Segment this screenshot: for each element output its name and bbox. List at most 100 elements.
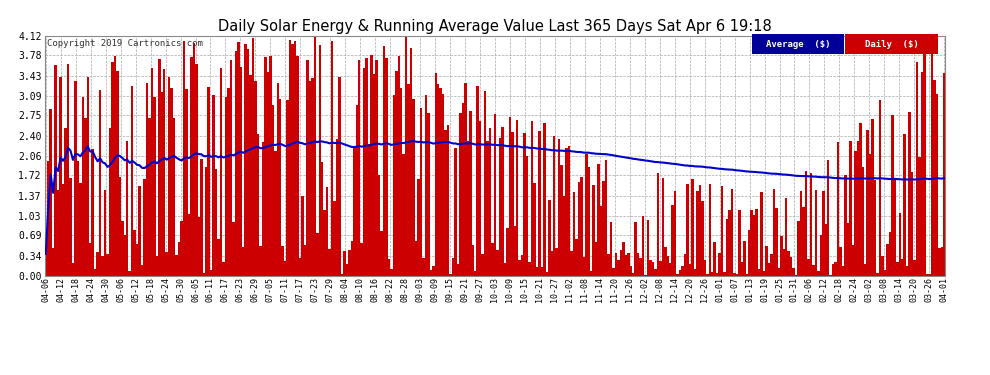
Bar [126, 141, 129, 276]
Bar [743, 241, 745, 276]
Bar [190, 57, 193, 276]
Bar [617, 260, 620, 276]
Bar [69, 178, 71, 276]
Bar [637, 253, 640, 276]
Bar [924, 51, 926, 276]
Bar [375, 60, 378, 276]
Bar [842, 266, 844, 276]
Bar [555, 248, 558, 276]
Bar [398, 56, 400, 276]
Bar [81, 97, 84, 276]
Bar [851, 245, 854, 276]
Bar [755, 209, 758, 276]
Bar [706, 274, 709, 276]
Bar [435, 73, 437, 276]
Bar [136, 244, 139, 276]
Bar [410, 48, 412, 276]
Bar [301, 196, 304, 276]
Bar [309, 81, 311, 276]
Bar [595, 242, 597, 276]
Bar [51, 248, 54, 276]
Bar [753, 215, 755, 276]
Bar [218, 239, 220, 276]
Bar [792, 268, 795, 276]
Bar [251, 38, 254, 276]
Bar [163, 69, 165, 276]
Bar [86, 77, 89, 276]
Bar [373, 74, 375, 276]
Bar [271, 105, 274, 276]
Bar [215, 170, 218, 276]
Bar [940, 248, 943, 276]
Bar [625, 255, 627, 276]
Bar [785, 198, 787, 276]
Bar [825, 224, 827, 276]
Bar [539, 131, 541, 276]
Bar [568, 146, 570, 276]
Bar [321, 162, 324, 276]
Bar [165, 252, 168, 276]
Text: Daily  ($): Daily ($) [864, 40, 919, 49]
Bar [451, 258, 454, 276]
Bar [96, 252, 99, 276]
Bar [879, 100, 881, 276]
Bar [622, 242, 625, 276]
Bar [124, 235, 126, 276]
Bar [407, 84, 410, 276]
Bar [329, 249, 331, 276]
Bar [689, 264, 691, 276]
Bar [699, 185, 701, 276]
Bar [524, 133, 526, 276]
Bar [558, 139, 560, 276]
Bar [859, 123, 861, 276]
Bar [74, 81, 76, 276]
Bar [494, 114, 496, 276]
Bar [334, 201, 336, 276]
Bar [47, 161, 50, 276]
Bar [820, 235, 822, 276]
Bar [417, 179, 420, 276]
Bar [227, 88, 230, 276]
Bar [440, 88, 442, 276]
Bar [230, 60, 232, 276]
Text: Copyright 2019 Cartronics.com: Copyright 2019 Cartronics.com [47, 39, 202, 48]
Title: Daily Solar Energy & Running Average Value Last 365 Days Sat Apr 6 19:18: Daily Solar Energy & Running Average Val… [218, 20, 772, 34]
Bar [640, 258, 642, 276]
Bar [679, 270, 681, 276]
Bar [592, 185, 595, 276]
Bar [886, 244, 889, 276]
Bar [378, 175, 380, 276]
Bar [763, 271, 765, 276]
Bar [929, 274, 931, 276]
Bar [580, 177, 583, 276]
Bar [506, 228, 509, 276]
Bar [415, 241, 417, 276]
Bar [612, 268, 615, 276]
Bar [585, 154, 587, 276]
Bar [235, 51, 237, 276]
Bar [240, 67, 242, 276]
Bar [296, 56, 299, 276]
Bar [894, 178, 896, 276]
Bar [627, 253, 630, 276]
Bar [871, 118, 874, 276]
Bar [573, 192, 575, 276]
Bar [259, 246, 261, 276]
Bar [881, 256, 884, 276]
Bar [84, 118, 86, 276]
Bar [704, 260, 706, 276]
Bar [306, 60, 309, 276]
Bar [461, 103, 464, 276]
Bar [770, 254, 772, 276]
Bar [385, 58, 388, 276]
Bar [445, 130, 446, 276]
Bar [864, 264, 866, 276]
Bar [348, 250, 350, 276]
Bar [544, 123, 545, 276]
Bar [388, 259, 390, 276]
Bar [605, 160, 607, 276]
Bar [550, 251, 553, 276]
Bar [474, 271, 476, 276]
Bar [656, 173, 659, 276]
Bar [565, 148, 568, 276]
